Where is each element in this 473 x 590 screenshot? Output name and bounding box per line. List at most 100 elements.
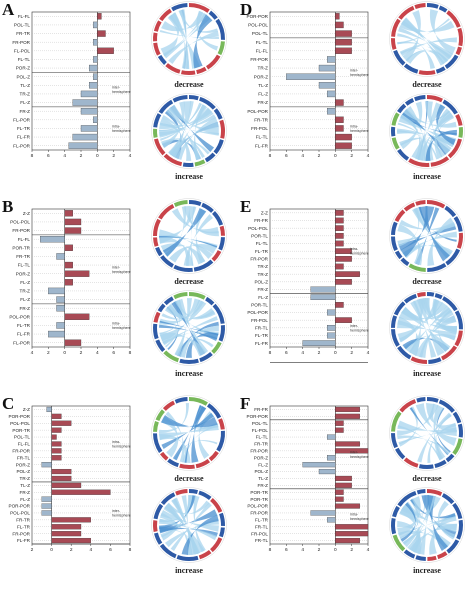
bar (51, 517, 91, 523)
chord-ring-segment (206, 403, 222, 419)
chord-ring-segment (218, 237, 225, 251)
chord-ring-segment (392, 505, 400, 518)
category-label: FR-TR (16, 31, 30, 36)
chord-ring-segment (391, 329, 400, 347)
category-label: POL-TL (14, 23, 31, 28)
chord-ribbon (159, 299, 182, 335)
chord-ribbon (402, 501, 421, 554)
chord-ribbon (171, 498, 196, 555)
chord-ring-segment (418, 464, 434, 469)
group-label: inter- (350, 68, 359, 72)
chord-ring-segment (393, 49, 406, 66)
group-label: intra- (350, 124, 359, 128)
category-label: POL-POL (10, 421, 30, 426)
chord-ribbon (404, 106, 432, 161)
chord-diagram-decrease (150, 197, 228, 275)
chord-ribbon (407, 495, 436, 550)
bar (64, 210, 73, 217)
chord-ring-segment (198, 549, 212, 560)
group-label: hemisphere (350, 73, 369, 77)
chord-ring-segment (442, 99, 458, 115)
chord-ribbon (400, 101, 423, 150)
chord-ring-segment (172, 95, 188, 103)
chord-ring-segment (216, 430, 225, 452)
bar (335, 256, 352, 262)
chord-outer-ring (389, 1, 465, 77)
decrease-label: decrease (174, 80, 204, 89)
axis-tick-label: 6 (285, 153, 288, 159)
chord-ring-segment (159, 543, 177, 559)
chord-diagram-decrease (388, 197, 466, 275)
axis-tick-label: 6 (112, 350, 115, 356)
chord-ribbon (184, 206, 219, 237)
group-label: hemisphere (350, 328, 369, 332)
category-label: FR-Z (20, 306, 31, 311)
group-label: hemisphere (350, 455, 369, 459)
category-label: FR-POR (12, 531, 30, 536)
chord-ring-segment (416, 489, 426, 495)
chord-ring-segment (446, 10, 461, 28)
chord-ring-segment (208, 450, 219, 462)
category-label: FL-FL (18, 442, 31, 447)
bar (48, 287, 65, 295)
chord-ring-segment (153, 20, 162, 32)
panel-e: E Z-Z FR-FR POL-POL POR-TL FL-TL FL-TR FR-POR T… (240, 197, 468, 387)
chord-ribbon (174, 440, 218, 460)
category-label: FR-Z (258, 483, 269, 488)
category-label: FL-TR (17, 323, 31, 328)
axis-tick-label: 8 (269, 153, 272, 159)
bar (41, 462, 52, 468)
panel-label: E (240, 197, 252, 216)
increase-label: increase (413, 369, 441, 378)
chord-ribbon (181, 514, 219, 555)
bar (41, 510, 52, 516)
chord-ribbon (159, 30, 219, 39)
chord-ribbon (160, 243, 206, 265)
bar (310, 294, 336, 300)
bar-chart: Z-Z FR-FR POL-POL POR-TL FL-TL FL-TR FR-POR TR-… (247, 208, 370, 363)
bar (89, 64, 98, 72)
panel-label: B (2, 197, 14, 216)
bar (41, 503, 52, 509)
chord-ribbon (397, 18, 450, 45)
chord-ribbon (162, 114, 205, 158)
bar (327, 455, 336, 461)
chord-ribbon (397, 496, 421, 536)
category-label: FL-FR (255, 143, 269, 148)
bar (51, 455, 62, 461)
chord-ring-segment (154, 532, 163, 545)
chord-ring-segment (195, 458, 211, 469)
category-label: FL-TR (17, 524, 31, 529)
chord-ribbon (164, 304, 216, 320)
chord-ribbon (190, 206, 196, 266)
chord-ring-segment (188, 292, 206, 300)
bar (327, 56, 336, 63)
axis-tick-label: 2 (80, 350, 83, 356)
chord-ring-segment (212, 303, 225, 324)
chord-ring-segment (414, 3, 426, 10)
chord-ribbon (159, 495, 196, 530)
category-label: FR-POL (251, 531, 268, 536)
increase-label: increase (175, 369, 203, 378)
chord-diagram-increase (150, 289, 228, 367)
bar (93, 39, 98, 46)
axis-tick-label: 6 (47, 153, 50, 159)
bar (64, 270, 90, 277)
group-label: inter- (112, 509, 121, 513)
bar (318, 64, 336, 72)
bar (335, 489, 344, 495)
chord-ribbon (399, 507, 419, 553)
chord-ribbon (159, 422, 219, 440)
chord-ribbon (166, 306, 179, 351)
bar-chart: FL-FL POL-TL FR-TR FR-POR FL-POL FL-TL POR-Z PO… (12, 11, 132, 159)
group-label: hemisphere (350, 252, 369, 256)
category-label: FL-TR (255, 249, 269, 254)
group-label: hemisphere (112, 90, 131, 94)
axis-tick-label: 2 (47, 350, 50, 356)
panel-label: C (2, 394, 15, 413)
axis-tick-label: 4 (367, 350, 370, 356)
bar (327, 309, 336, 316)
chord-ring-segment (153, 237, 159, 247)
chord-ring-segment (452, 502, 463, 520)
bar (335, 475, 352, 482)
